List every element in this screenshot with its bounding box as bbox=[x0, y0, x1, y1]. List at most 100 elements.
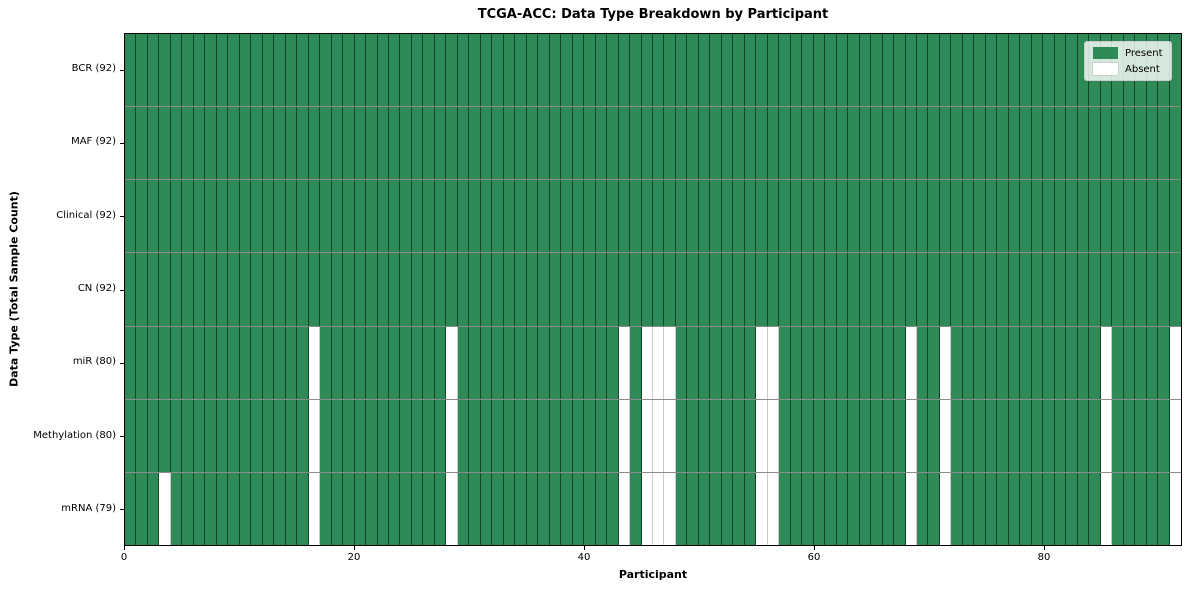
heatmap-cell bbox=[251, 107, 263, 180]
heatmap-cell bbox=[733, 399, 745, 472]
x-tick-label: 80 bbox=[1037, 552, 1051, 563]
heatmap-cell bbox=[1146, 326, 1159, 399]
heatmap-cell bbox=[308, 472, 321, 545]
heatmap-cell bbox=[618, 180, 631, 253]
heatmap-cell bbox=[1031, 107, 1044, 180]
heatmap-cell bbox=[411, 253, 424, 326]
heatmap-cell bbox=[721, 180, 734, 253]
heatmap-cell bbox=[411, 472, 424, 545]
heatmap-cell bbox=[905, 180, 917, 253]
heatmap-cell bbox=[205, 326, 217, 399]
heatmap-cell bbox=[251, 253, 263, 326]
heatmap-cell bbox=[446, 472, 458, 545]
heatmap-cell bbox=[228, 326, 240, 399]
heatmap-cell bbox=[457, 326, 470, 399]
heatmap-cell bbox=[125, 34, 137, 107]
heatmap-cell bbox=[974, 107, 986, 180]
heatmap-cell bbox=[549, 107, 562, 180]
heatmap-cell bbox=[894, 326, 906, 399]
x-tick-mark bbox=[813, 546, 815, 550]
heatmap-cell bbox=[779, 399, 791, 472]
heatmap-cell bbox=[618, 34, 631, 107]
y-tick-label: BCR (92) bbox=[71, 63, 116, 75]
heatmap-cell bbox=[515, 34, 527, 107]
heatmap-cell bbox=[1043, 326, 1055, 399]
heatmap-cell bbox=[515, 107, 527, 180]
heatmap-cell bbox=[239, 253, 252, 326]
heatmap-cell bbox=[607, 180, 619, 253]
heatmap-cell bbox=[285, 253, 298, 326]
heatmap-cell bbox=[664, 253, 676, 326]
heatmap-cell bbox=[721, 326, 734, 399]
heatmap-cell bbox=[1066, 34, 1078, 107]
x-tick-mark bbox=[583, 546, 585, 550]
heatmap-cell bbox=[1146, 180, 1159, 253]
heatmap-cell bbox=[698, 107, 711, 180]
heatmap-cell bbox=[469, 399, 481, 472]
heatmap-cell bbox=[871, 326, 883, 399]
heatmap-cell bbox=[331, 472, 344, 545]
heatmap-cell bbox=[228, 399, 240, 472]
heatmap-cell bbox=[836, 253, 849, 326]
heatmap-cell bbox=[159, 180, 171, 253]
heatmap-cell bbox=[1008, 107, 1021, 180]
heatmap-cell bbox=[377, 399, 389, 472]
heatmap-cell bbox=[905, 34, 917, 107]
heatmap-cell bbox=[434, 472, 447, 545]
heatmap-cell bbox=[366, 253, 378, 326]
heatmap-cell bbox=[147, 253, 160, 326]
heatmap-cell bbox=[871, 399, 883, 472]
heatmap-cell bbox=[343, 34, 355, 107]
heatmap-cell bbox=[997, 34, 1009, 107]
heatmap-cell bbox=[182, 399, 194, 472]
heatmap-cell bbox=[549, 180, 562, 253]
heatmap-cell bbox=[871, 107, 883, 180]
heatmap-cell bbox=[423, 180, 435, 253]
heatmap-cell bbox=[790, 472, 803, 545]
heatmap-cell bbox=[848, 34, 860, 107]
heatmap-cell bbox=[480, 180, 493, 253]
heatmap-row bbox=[125, 472, 1181, 545]
heatmap-cell bbox=[882, 180, 895, 253]
heatmap-cell bbox=[572, 180, 585, 253]
heatmap-cell bbox=[400, 472, 412, 545]
legend-absent-label: Absent bbox=[1125, 63, 1160, 75]
heatmap-cell bbox=[871, 472, 883, 545]
heatmap-cell bbox=[1112, 326, 1124, 399]
heatmap-cell bbox=[928, 399, 940, 472]
heatmap-cell bbox=[836, 399, 849, 472]
heatmap-cell bbox=[882, 326, 895, 399]
heatmap-cell bbox=[630, 326, 642, 399]
heatmap-cell bbox=[320, 472, 332, 545]
heatmap-cell bbox=[159, 399, 171, 472]
heatmap-cell bbox=[951, 472, 963, 545]
heatmap-cell bbox=[423, 253, 435, 326]
heatmap-cell bbox=[951, 180, 963, 253]
heatmap-cell bbox=[1031, 34, 1044, 107]
heatmap-cell bbox=[228, 107, 240, 180]
heatmap-cell bbox=[205, 180, 217, 253]
heatmap-cell bbox=[790, 399, 803, 472]
heatmap-cell bbox=[331, 107, 344, 180]
present-swatch-icon bbox=[1093, 47, 1118, 59]
heatmap-cell bbox=[1077, 253, 1090, 326]
heatmap-cell bbox=[400, 34, 412, 107]
heatmap-cell bbox=[1169, 472, 1181, 545]
heatmap-cell bbox=[400, 180, 412, 253]
heatmap-cell bbox=[653, 399, 665, 472]
heatmap-cell bbox=[1020, 107, 1032, 180]
heatmap-cell bbox=[882, 107, 895, 180]
heatmap-cell bbox=[159, 34, 171, 107]
heatmap-cell bbox=[216, 34, 229, 107]
heatmap-cell bbox=[1158, 399, 1170, 472]
heatmap-cell bbox=[354, 472, 367, 545]
heatmap-cell bbox=[1054, 107, 1067, 180]
legend-present-label: Present bbox=[1125, 47, 1163, 59]
heatmap-cell bbox=[538, 399, 550, 472]
heatmap-cell bbox=[882, 253, 895, 326]
heatmap-cell bbox=[1135, 107, 1147, 180]
heatmap-cell bbox=[343, 472, 355, 545]
heatmap-cell bbox=[687, 34, 699, 107]
heatmap-cell bbox=[1169, 34, 1181, 107]
heatmap-cell bbox=[492, 472, 504, 545]
